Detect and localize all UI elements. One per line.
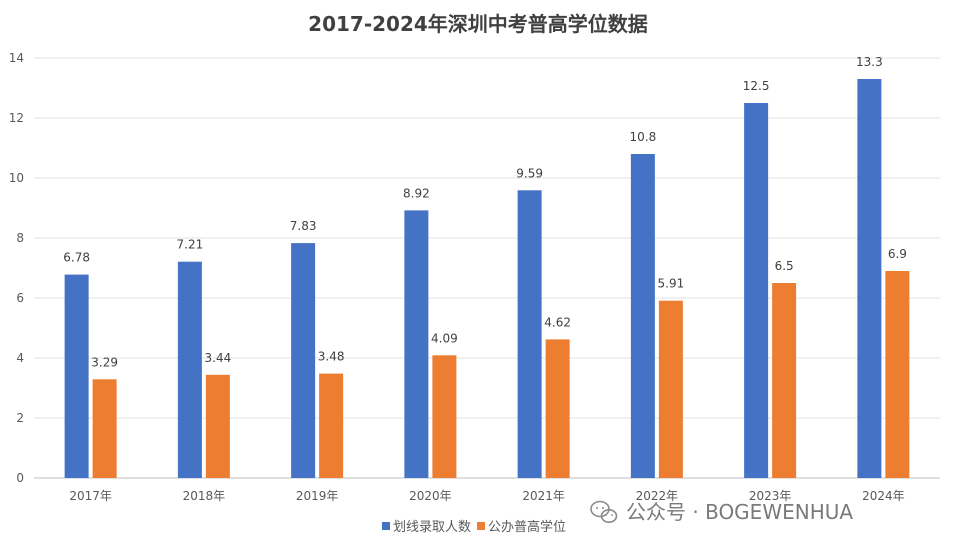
bar-public-seats-2023年	[772, 283, 797, 478]
bar-public-seats-2022年	[658, 300, 683, 478]
bar-admitted-2024年	[857, 79, 882, 478]
x-axis: 2017年 2018年 2019年 2020年 2021年 2022年 2023年 2024年	[69, 489, 904, 503]
bar-admitted-2021年	[517, 190, 542, 479]
data-label: 6.5	[775, 259, 794, 273]
data-label: 7.21	[177, 238, 204, 252]
y-tick-label: 8	[16, 231, 24, 245]
legend-swatch	[382, 522, 390, 530]
bar-public-seats-2020年	[432, 355, 457, 478]
y-tick-label: 4	[16, 351, 24, 365]
grid-lines	[34, 57, 940, 479]
legend-label: 公办普高学位	[488, 519, 566, 535]
y-tick-label: 6	[16, 291, 24, 305]
bar-admitted-2019年	[291, 243, 316, 478]
data-label: 8.92	[403, 186, 430, 200]
x-tick-label: 2017年	[69, 489, 112, 503]
data-label: 7.83	[290, 219, 317, 233]
x-tick-label: 2018年	[183, 489, 226, 503]
bar-public-seats-2021年	[545, 339, 570, 478]
y-axis: 0 2 4 6 8 10 12 14	[9, 51, 24, 485]
x-tick-label: 2020年	[409, 489, 452, 503]
bar-public-seats-2017年	[92, 379, 117, 478]
x-tick-label: 2019年	[296, 489, 339, 503]
data-label: 3.48	[318, 350, 345, 364]
data-label: 12.5	[743, 79, 770, 93]
data-label: 10.8	[630, 130, 657, 144]
y-tick-label: 2	[16, 411, 24, 425]
bar-admitted-2020年	[404, 210, 429, 478]
data-label: 3.29	[91, 355, 118, 369]
data-label: 5.91	[658, 277, 685, 291]
bar-public-seats-2024年	[885, 271, 910, 478]
data-label: 13.3	[856, 55, 883, 69]
data-labels: 6.78 3.29 7.21 3.44 7.83 3.48 8.92 4.09 9.59 4.62…	[63, 55, 907, 369]
watermark: 公众号 · BOGEWENHUA	[590, 500, 853, 524]
y-tick-label: 12	[9, 111, 24, 125]
x-tick-label: 2024年	[862, 489, 905, 503]
wechat-icon	[590, 500, 618, 523]
x-tick-label: 2021年	[522, 489, 565, 503]
legend-label: 划线录取人数	[393, 520, 471, 535]
legend-swatch	[477, 522, 486, 530]
y-tick-label: 0	[16, 471, 24, 485]
data-label: 6.9	[888, 247, 907, 261]
chart-title: 2017-2024年深圳中考普高学位数据	[308, 12, 648, 36]
bar-admitted-2017年	[64, 274, 89, 478]
data-label: 3.44	[205, 351, 232, 365]
legend: 划线录取人数 公办普高学位	[382, 519, 566, 535]
data-label: 4.62	[544, 315, 571, 329]
x-tick-label: 2023年	[749, 489, 792, 503]
y-tick-label: 10	[9, 171, 24, 185]
bar-admitted-2022年	[630, 154, 655, 478]
watermark-text: 公众号 · BOGEWENHUA	[626, 500, 853, 524]
bar-series	[64, 79, 910, 479]
y-tick-label: 14	[9, 51, 24, 65]
bar-admitted-2018年	[177, 261, 202, 478]
bar-public-seats-2018年	[205, 374, 230, 478]
bar-admitted-2023年	[744, 103, 769, 478]
data-label: 4.09	[431, 331, 458, 345]
bar-public-seats-2019年	[319, 373, 344, 478]
data-label: 6.78	[63, 251, 90, 265]
data-label: 9.59	[516, 166, 543, 180]
x-tick-label: 2022年	[636, 489, 679, 503]
